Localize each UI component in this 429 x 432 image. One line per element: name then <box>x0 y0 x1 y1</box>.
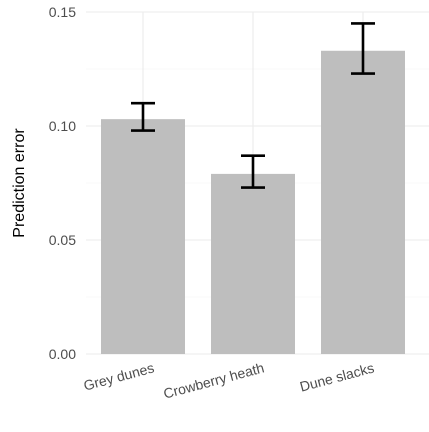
bar-1 <box>101 119 185 354</box>
y-tick-labels: 0.00 0.05 0.10 0.15 <box>49 4 76 362</box>
x-tick-label: Dune slacks <box>298 359 376 394</box>
y-tick-label: 0.10 <box>49 118 76 134</box>
y-tick-label: 0.15 <box>49 4 76 20</box>
y-tick-label: 0.00 <box>49 346 76 362</box>
bar-3 <box>321 51 405 354</box>
x-tick-label: Grey dunes <box>82 359 156 393</box>
y-tick-label: 0.05 <box>49 232 76 248</box>
x-tick-labels: Grey dunes Crowberry heath Dune slacks <box>82 359 376 401</box>
y-axis-title: Prediction error <box>11 128 28 238</box>
bar-2 <box>211 174 295 354</box>
x-tick-label: Crowberry heath <box>162 359 266 401</box>
